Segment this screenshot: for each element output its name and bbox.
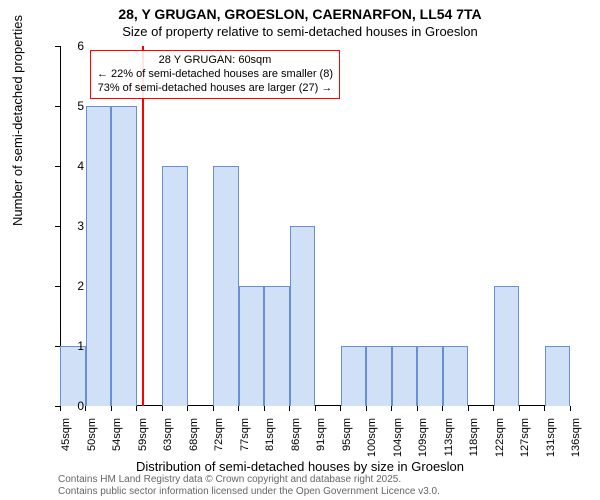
x-tick-label: 136sqm	[570, 418, 582, 478]
y-tick-label: 0	[44, 399, 84, 413]
histogram-bar	[60, 346, 86, 406]
chart-titles: 28, Y GRUGAN, GROESLON, CAERNARFON, LL54…	[0, 0, 600, 40]
y-tick-label: 4	[44, 159, 84, 173]
x-tick-label: 95sqm	[341, 418, 353, 478]
x-tick-label: 118sqm	[468, 418, 480, 478]
annotation-line3: 73% of semi-detached houses are larger (…	[97, 82, 333, 96]
histogram-bar	[213, 166, 239, 406]
x-tick-label: 50sqm	[86, 418, 98, 478]
histogram-bar	[341, 346, 367, 406]
x-tick-label: 63sqm	[162, 418, 174, 478]
annotation-line1: 28 Y GRUGAN: 60sqm	[97, 54, 333, 68]
footer-line2: Contains public sector information licen…	[58, 486, 590, 498]
x-tick-label: 91sqm	[315, 418, 327, 478]
histogram-bar	[545, 346, 571, 406]
plot-area: 28 Y GRUGAN: 60sqm← 22% of semi-detached…	[60, 46, 570, 406]
x-tick-label: 86sqm	[290, 418, 302, 478]
histogram-bar	[392, 346, 418, 406]
x-tick-label: 59sqm	[137, 418, 149, 478]
histogram-bar	[264, 286, 290, 406]
x-tick-label: 81sqm	[264, 418, 276, 478]
y-tick-label: 2	[44, 279, 84, 293]
histogram-bar	[443, 346, 469, 406]
property-size-chart: 28, Y GRUGAN, GROESLON, CAERNARFON, LL54…	[0, 0, 600, 500]
y-tick-label: 1	[44, 339, 84, 353]
x-tick-label: 72sqm	[213, 418, 225, 478]
histogram-bar	[366, 346, 392, 406]
x-tick-label: 109sqm	[417, 418, 429, 478]
y-tick-label: 5	[44, 99, 84, 113]
x-tick-label: 68sqm	[188, 418, 200, 478]
x-tick-label: 54sqm	[111, 418, 123, 478]
annotation-line2: ← 22% of semi-detached houses are smalle…	[97, 68, 333, 82]
subject-property-marker	[142, 46, 144, 406]
histogram-bar	[239, 286, 265, 406]
y-tick-label: 6	[44, 39, 84, 53]
y-tick-label: 3	[44, 219, 84, 233]
histogram-bar	[417, 346, 443, 406]
histogram-bar	[162, 166, 188, 406]
x-tick-label: 131sqm	[545, 418, 557, 478]
x-tick-label: 77sqm	[239, 418, 251, 478]
x-tick-label: 104sqm	[392, 418, 404, 478]
y-axis-label: Number of semi-detached properties	[10, 15, 25, 226]
annotation-box: 28 Y GRUGAN: 60sqm← 22% of semi-detached…	[90, 50, 340, 99]
x-tick-label: 127sqm	[519, 418, 531, 478]
x-tick-label: 113sqm	[443, 418, 455, 478]
x-tick-label: 122sqm	[494, 418, 506, 478]
histogram-bar	[86, 106, 112, 406]
histogram-bar	[111, 106, 137, 406]
x-tick-label: 45sqm	[60, 418, 72, 478]
x-tick-label: 100sqm	[366, 418, 378, 478]
chart-title-line2: Size of property relative to semi-detach…	[0, 24, 600, 40]
histogram-bar	[494, 286, 520, 406]
chart-title-line1: 28, Y GRUGAN, GROESLON, CAERNARFON, LL54…	[0, 6, 600, 24]
histogram-bar	[290, 226, 316, 406]
